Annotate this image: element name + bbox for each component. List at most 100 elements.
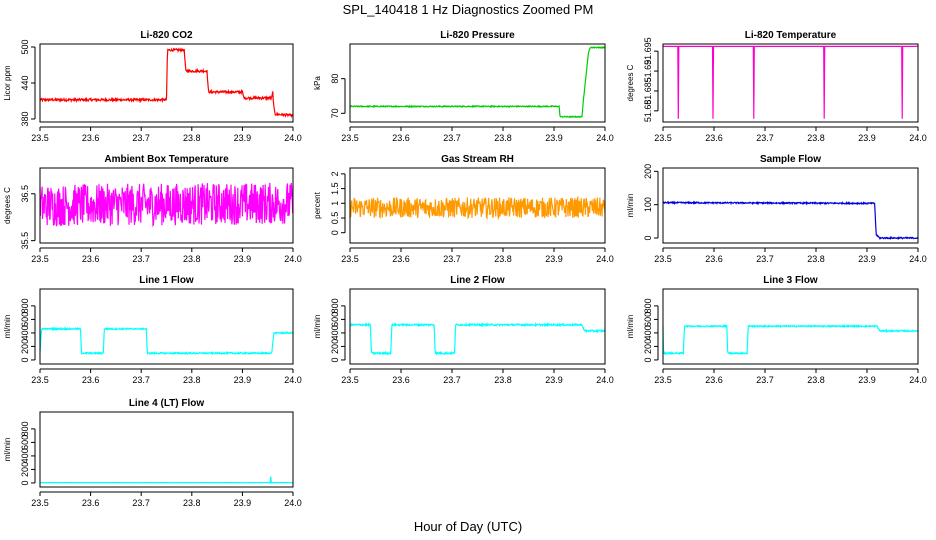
x-tick-label: 23.8	[807, 375, 825, 385]
plot-frame	[662, 43, 919, 123]
series-line	[39, 476, 293, 484]
series-line	[349, 45, 606, 119]
y-tick-label: 200	[643, 339, 653, 354]
x-tick-label: 23.9	[234, 254, 252, 264]
y-tick-label: 200	[20, 339, 30, 354]
y-tick-label: 440	[20, 75, 30, 90]
y-axis-label: degrees C	[626, 64, 635, 101]
y-tick-label: 1.5	[330, 182, 340, 195]
y-tick-label: 400	[20, 448, 30, 463]
y-axis-label: percent	[313, 191, 322, 218]
panel-title: Line 1 Flow	[139, 275, 194, 286]
y-tick-label: 400	[643, 325, 653, 340]
x-tick-label: 24.0	[596, 254, 614, 264]
x-tick-label: 23.6	[82, 498, 100, 508]
y-axis-label: ml/min	[3, 438, 12, 462]
plot-frame	[662, 288, 919, 365]
x-tick-label: 23.5	[341, 375, 359, 385]
plot-frame	[349, 288, 606, 365]
series-line	[349, 195, 606, 221]
panel-title: Sample Flow	[760, 154, 821, 165]
x-tick-label: 23.7	[132, 498, 150, 508]
x-tick-label: 23.7	[132, 254, 150, 264]
x-tick-label: 23.6	[82, 254, 100, 264]
x-tick-label: 24.0	[284, 254, 302, 264]
panel-5: Gas Stream RH 23.5 23.6 23.7 23.8 23.9 24.0 0 0.…	[313, 154, 614, 264]
x-tick-label: 23.9	[858, 375, 876, 385]
x-tick-label: 23.8	[183, 375, 201, 385]
y-axis-label: ml/min	[3, 315, 12, 339]
panel-title: Gas Stream RH	[441, 154, 514, 165]
y-axis-label: ml/min	[626, 194, 635, 218]
y-tick-label: 36.5	[20, 185, 30, 203]
x-tick-label: 23.5	[341, 254, 359, 264]
x-tick-label: 23.7	[756, 375, 774, 385]
y-tick-label: 2	[330, 171, 340, 176]
y-tick-label: 1	[330, 201, 340, 206]
x-tick-label: 23.6	[705, 133, 723, 143]
panel-title: Line 3 Flow	[763, 275, 818, 286]
x-tick-label: 24.0	[596, 375, 614, 385]
x-tick-label: 23.6	[82, 133, 100, 143]
y-tick-label: 800	[20, 298, 30, 313]
y-tick-label: 100	[643, 197, 653, 212]
panel-title: Line 2 Flow	[450, 275, 505, 286]
x-tick-label: 23.9	[545, 254, 563, 264]
y-tick-label: 0	[20, 357, 30, 362]
x-tick-label: 23.5	[31, 375, 49, 385]
x-tick-label: 23.7	[756, 133, 774, 143]
series-line	[663, 45, 918, 119]
y-tick-label: 0	[643, 235, 653, 240]
y-tick-label: 400	[20, 325, 30, 340]
y-tick-label: 80	[330, 74, 340, 84]
y-tick-label: 70	[330, 108, 340, 118]
x-tick-label: 23.6	[392, 254, 410, 264]
y-axis-label: Licor ppm	[3, 65, 12, 100]
panel-1: Li-820 CO2 23.5 23.6 23.7 23.8 23.9 24.0 380 440…	[3, 30, 302, 143]
series-line	[39, 326, 294, 356]
series-line	[662, 323, 919, 356]
y-tick-label: 0	[330, 230, 340, 235]
y-tick-label: 0	[20, 480, 30, 485]
x-tick-label: 23.6	[705, 375, 723, 385]
y-tick-label: 600	[20, 435, 30, 450]
y-axis-label: kPa	[313, 76, 322, 90]
y-tick-label: 200	[643, 164, 653, 179]
panel-title: Li-820 Pressure	[440, 30, 515, 41]
panel-7: Line 1 Flow 23.5 23.6 23.7 23.8 23.9 24.0 0 2004…	[3, 275, 302, 385]
x-tick-label: 24.0	[284, 133, 302, 143]
series-line	[662, 200, 919, 241]
x-tick-label: 24.0	[284, 498, 302, 508]
x-tick-label: 23.6	[392, 375, 410, 385]
x-axis-label: Hour of Day (UTC)	[414, 519, 522, 534]
x-tick-label: 23.8	[183, 133, 201, 143]
series-line	[39, 47, 294, 119]
plot-frame	[39, 43, 294, 123]
plot-frame	[349, 43, 606, 123]
y-tick-label: 51.685	[643, 77, 653, 105]
x-tick-label: 23.5	[654, 375, 672, 385]
x-tick-label: 24.0	[284, 375, 302, 385]
x-tick-label: 23.9	[234, 375, 252, 385]
panel-2: Li-820 Pressure 23.5 23.6 23.7 23.8 23.9 24.0 7…	[313, 30, 614, 143]
x-tick-label: 23.8	[807, 254, 825, 264]
y-tick-label: 600	[643, 312, 653, 327]
x-tick-label: 23.7	[132, 375, 150, 385]
y-tick-label: 51.69	[643, 60, 653, 83]
x-tick-label: 23.7	[443, 375, 461, 385]
x-tick-label: 23.9	[234, 498, 252, 508]
y-tick-label: 51.695	[643, 37, 653, 65]
y-tick-label: 0.5	[330, 212, 340, 225]
x-tick-label: 24.0	[596, 133, 614, 143]
y-tick-label: 400	[330, 325, 340, 340]
panel-title: Li-820 Temperature	[745, 30, 837, 41]
panel-title: Line 4 (LT) Flow	[129, 398, 205, 409]
y-tick-label: 200	[330, 339, 340, 354]
x-tick-label: 23.8	[494, 254, 512, 264]
x-tick-label: 23.9	[545, 133, 563, 143]
panel-6: Sample Flow 23.5 23.6 23.7 23.8 23.9 24.0 0 100 2…	[626, 154, 927, 264]
x-tick-label: 23.7	[132, 133, 150, 143]
panel-title: Ambient Box Temperature	[104, 154, 229, 165]
